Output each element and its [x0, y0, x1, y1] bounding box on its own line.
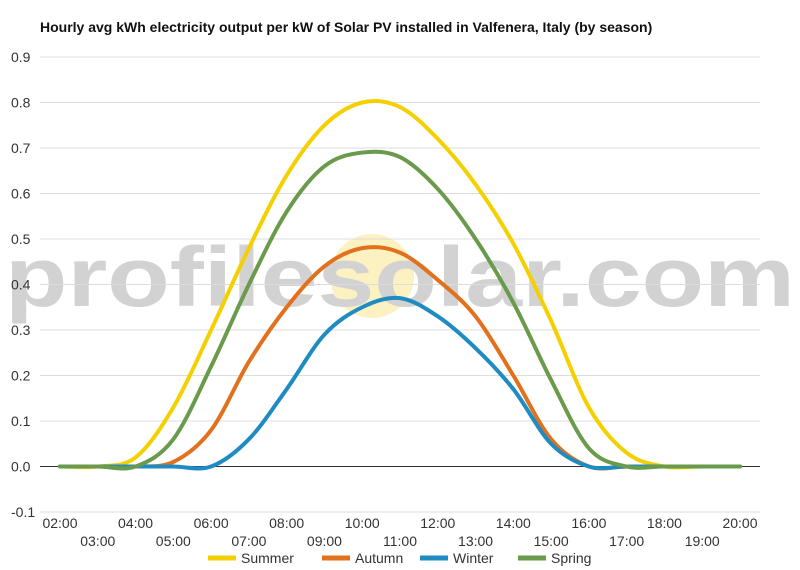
y-tick-label: 0.6: [11, 186, 31, 202]
legend-label-winter: Winter: [453, 550, 494, 566]
x-tick-label: 17:00: [609, 533, 644, 549]
y-tick-label: 0.0: [11, 459, 31, 475]
x-tick-label: 07:00: [231, 533, 266, 549]
y-tick-label: 0.3: [11, 322, 31, 338]
x-tick-label: 06:00: [194, 515, 229, 531]
y-tick-label: 0.2: [11, 368, 31, 384]
x-tick-label: 09:00: [307, 533, 342, 549]
y-tick-label: 0.7: [11, 140, 31, 156]
legend: Summer Autumn Winter Spring: [208, 550, 591, 566]
x-tick-label: 03:00: [80, 533, 115, 549]
x-tick-label: 18:00: [647, 515, 682, 531]
watermark-text: profilesolar.com: [5, 230, 795, 324]
x-tick-label: 11:00: [383, 533, 417, 549]
x-tick-label: 14:00: [496, 515, 531, 531]
series-lines: [58, 99, 742, 471]
series-line-spring: [58, 149, 742, 471]
y-tick-label: 0.8: [11, 95, 31, 111]
y-tick-label: 0.5: [11, 231, 31, 247]
x-tick-label: 19:00: [685, 533, 720, 549]
x-tick-label: 12:00: [420, 515, 455, 531]
x-tick-label: 04:00: [118, 515, 153, 531]
series-line-summer: [58, 99, 742, 470]
x-tick-label: 10:00: [345, 515, 380, 531]
y-tick-label: 0.4: [11, 277, 31, 293]
y-tick-label: -0.1: [11, 504, 35, 520]
x-tick-label: 13:00: [458, 533, 493, 549]
x-tick-label: 08:00: [269, 515, 304, 531]
legend-label-summer: Summer: [241, 550, 294, 566]
legend-label-spring: Spring: [551, 550, 591, 566]
y-tick-label: 0.1: [11, 413, 31, 429]
x-tick-label: 05:00: [156, 533, 191, 549]
x-axis: 02:0003:0004:0005:0006:0007:0008:0009:00…: [42, 515, 757, 549]
y-tick-label: 0.9: [11, 49, 31, 65]
x-tick-label: 20:00: [722, 515, 757, 531]
watermark-layer: profilesolar.com: [5, 230, 795, 324]
x-tick-label: 02:00: [42, 515, 77, 531]
x-tick-label: 16:00: [571, 515, 606, 531]
y-axis: 0.9 0.8 0.7 0.6 0.5 0.4 0.3 0.2 0.1 0.0 -0.1: [11, 49, 35, 520]
chart-title: Hourly avg kWh electricity output per kW…: [40, 19, 653, 35]
legend-label-autumn: Autumn: [355, 550, 403, 566]
x-tick-label: 15:00: [534, 533, 569, 549]
